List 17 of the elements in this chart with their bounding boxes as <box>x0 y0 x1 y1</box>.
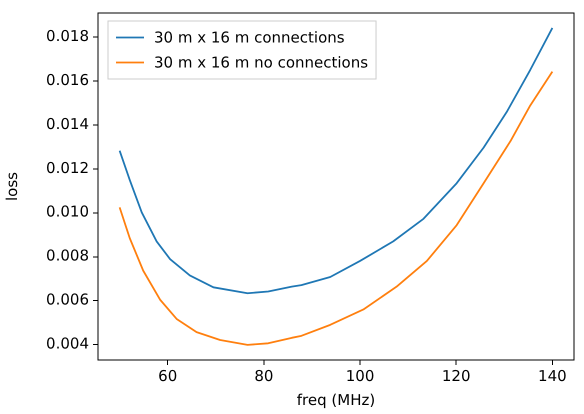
x-tick-label: 60 <box>158 366 178 385</box>
x-tick-label: 100 <box>346 366 374 385</box>
y-tick-label: 0.012 <box>46 158 89 177</box>
y-tick-label: 0.016 <box>46 70 89 89</box>
y-tick-label: 0.008 <box>46 246 89 265</box>
y-axis-title: loss <box>2 172 21 201</box>
x-tick-label: 80 <box>254 366 274 385</box>
x-tick-label: 120 <box>442 366 471 385</box>
x-tick-label: 140 <box>538 366 567 385</box>
y-tick-label: 0.006 <box>46 290 89 309</box>
legend-label: 30 m x 16 m no connections <box>154 53 368 72</box>
legend-label: 30 m x 16 m connections <box>154 28 345 46</box>
y-tick-label: 0.018 <box>46 27 89 46</box>
x-axis-title: freq (MHz) <box>296 390 376 409</box>
y-tick-label: 0.014 <box>46 114 89 133</box>
y-tick-label: 0.010 <box>46 202 89 221</box>
y-tick-label: 0.004 <box>46 334 89 353</box>
